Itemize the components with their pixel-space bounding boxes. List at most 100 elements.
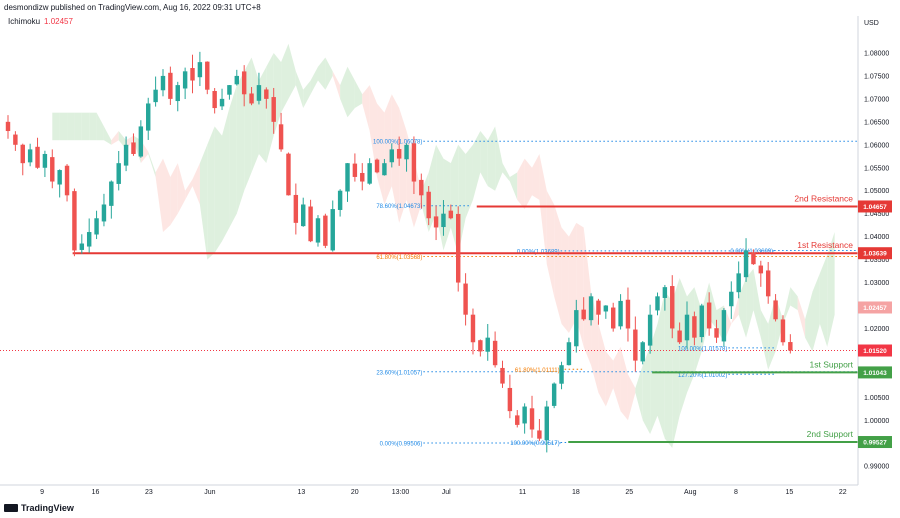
cloud-segment (155, 158, 163, 233)
cloud-segment (347, 66, 355, 118)
candle-body (404, 144, 409, 160)
last-price-label: 1.01520 (863, 348, 887, 355)
candle-body (426, 191, 431, 219)
candle-body (500, 367, 505, 384)
candle-body (677, 330, 682, 343)
cloud-segment (650, 323, 658, 435)
price-tags: 1.04657 1.03639 1.01043 0.99527 1.01520 1.024… (858, 200, 892, 449)
candle-body (492, 340, 498, 366)
y-tick-label: 1.06000 (864, 142, 889, 149)
candle-body (574, 310, 579, 347)
candle-body (123, 144, 129, 166)
cloud-segment (222, 108, 230, 242)
level-name-label: 2nd Resistance (794, 193, 853, 203)
cloud-segment (148, 151, 156, 177)
cloud-segment (199, 144, 208, 260)
cloud-segment (627, 374, 636, 421)
cloud-segment (317, 57, 326, 90)
candle-body (131, 142, 136, 154)
candle-body (382, 163, 387, 176)
candle-body (765, 270, 771, 297)
indicator-legend[interactable]: Ichimoku 1.02457 (8, 17, 73, 26)
candle-body (522, 406, 527, 424)
tradingview-logo[interactable]: TradingView (4, 503, 74, 513)
candle-body (625, 299, 631, 329)
last-price-tag (858, 344, 892, 357)
cloud-segment (679, 277, 688, 416)
candle-body (212, 91, 217, 109)
cloud-segment (436, 144, 444, 251)
candle-body (633, 329, 638, 361)
candle-body (729, 291, 734, 307)
x-tick-label: 22 (839, 489, 847, 496)
x-tick-label: 13 (297, 489, 305, 496)
candle-body (301, 204, 306, 227)
cloud-segment (812, 273, 820, 352)
x-tick-label: 23 (145, 489, 153, 496)
cloud-segment (229, 85, 237, 228)
fib-level-label: 127.20%(1.01002) (678, 373, 727, 379)
fib-level-label: 61.80%(1.01111) (515, 368, 560, 374)
candle-body (94, 218, 99, 235)
cloud-segment (495, 126, 503, 191)
candle-body (360, 172, 365, 182)
cloud-segment (192, 163, 200, 205)
cloud-segment (81, 112, 90, 141)
cloud-segment (539, 153, 547, 265)
candle-body (182, 71, 188, 89)
support-resistance-lines: 2nd Resistance 1st Resistance 1st Support 2… (0, 193, 858, 444)
x-tick-label: Aug (684, 489, 697, 496)
candle-body (736, 273, 741, 293)
fib-level-label: 0.00%(0.99506) (380, 441, 423, 447)
cloud-segment (67, 112, 75, 141)
x-tick-label: 11 (519, 489, 526, 496)
x-tick-label: 20 (351, 489, 359, 496)
publisher-line: desmondizw published on TradingView.com,… (4, 3, 261, 12)
candle-body (27, 149, 33, 163)
candle-body (640, 342, 645, 362)
y-tick-label: 1.07000 (864, 96, 889, 103)
fib-level-label: 23.60%(1.01057) (376, 370, 422, 376)
cloud-segment (746, 268, 754, 338)
cloud-segment (236, 71, 245, 214)
cloud-segment (369, 85, 378, 177)
candle-body (670, 286, 675, 329)
cloud-segment (59, 112, 68, 141)
cloud-segment (96, 112, 104, 141)
candle-body (352, 163, 358, 177)
candle-body (559, 365, 564, 384)
candle-body (72, 191, 77, 251)
candle-body (205, 61, 210, 90)
cloud-segment (111, 131, 119, 145)
candle-body (714, 328, 719, 338)
cloud-segment (443, 158, 451, 251)
cloud-segment (472, 131, 481, 200)
indicator-price-tag (858, 301, 892, 314)
candle-body (256, 85, 262, 101)
cloud-segment (805, 291, 813, 352)
cloud-segment (583, 227, 592, 366)
candle-body (581, 309, 586, 320)
candle-body (551, 383, 557, 406)
level-price-label: 1.01043 (863, 370, 887, 377)
x-tick-label: 9 (40, 489, 44, 496)
cloud-segment (687, 287, 695, 393)
cloud-segment (103, 126, 112, 145)
candle-body (249, 93, 254, 104)
y-tick-label: 1.06500 (864, 119, 889, 126)
candle-body (330, 209, 335, 251)
cloud-segment (561, 227, 569, 334)
fib-level-label: 0.00%(1.03699) (730, 249, 773, 255)
cloud-segment (635, 365, 643, 421)
candle-body (788, 342, 793, 351)
x-tick-label: 8 (734, 489, 738, 496)
cloud-segment (281, 43, 289, 113)
candle-body (79, 243, 85, 250)
candle-body (374, 159, 380, 173)
candle-body (485, 337, 490, 352)
candle-body (116, 163, 121, 184)
cloud-segment (362, 85, 370, 132)
x-tick-label: 13:00 (392, 489, 410, 496)
cloud-segment (207, 126, 215, 260)
